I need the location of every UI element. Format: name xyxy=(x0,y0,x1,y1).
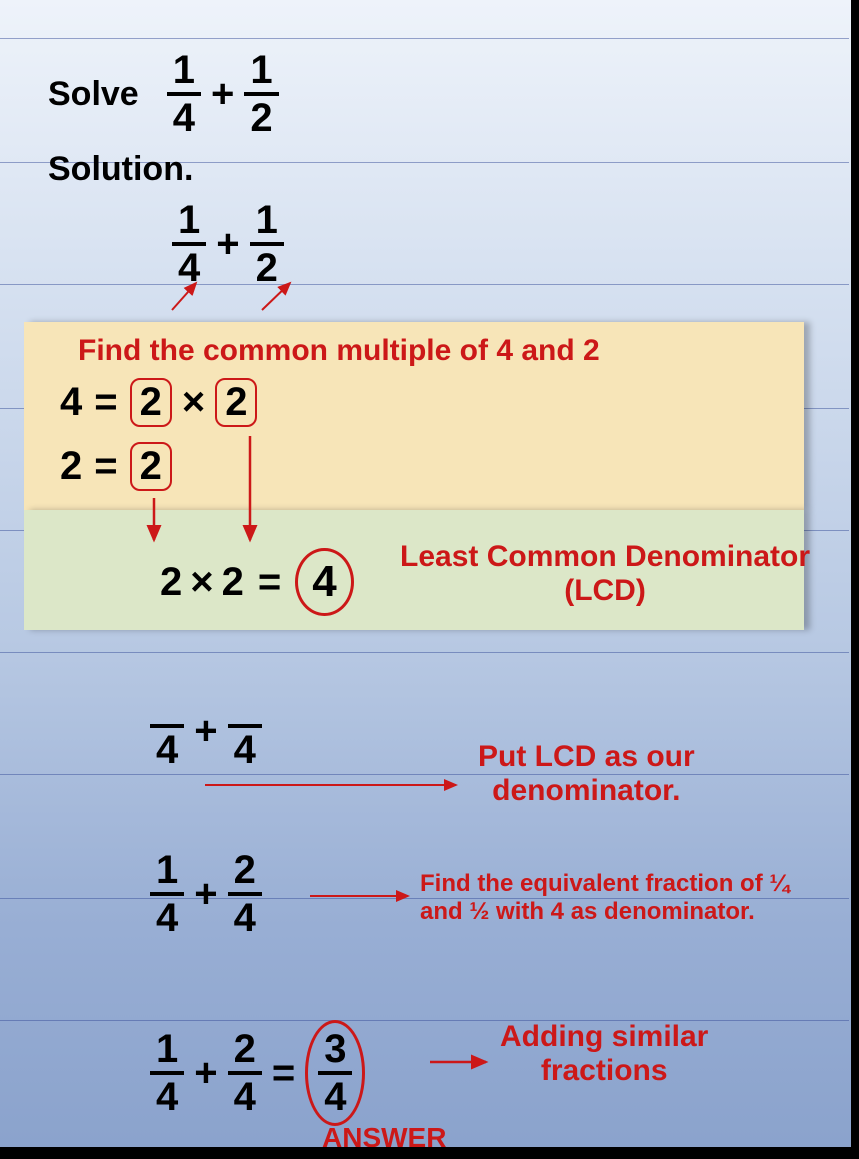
denominator: 4 xyxy=(228,728,262,770)
rule-line xyxy=(0,652,849,653)
fraction: 1 4 xyxy=(150,850,184,938)
boxed-factor: 2 xyxy=(130,442,172,491)
lcd-denominator-row: 4 + 4 xyxy=(150,700,262,770)
equals: = xyxy=(258,560,281,605)
denominator: 4 xyxy=(167,96,201,138)
numerator: 2 xyxy=(228,1029,262,1071)
times-sign: × xyxy=(182,380,205,425)
boxed-factor: 2 xyxy=(130,378,172,427)
note-line: fractions xyxy=(500,1054,708,1088)
equals: = xyxy=(94,444,117,489)
note-line: Put LCD as our xyxy=(478,740,695,774)
fraction-1-4: 1 4 xyxy=(167,50,201,138)
numerator xyxy=(239,700,251,724)
fraction-1-2: 1 2 xyxy=(244,50,278,138)
numerator: 1 xyxy=(150,850,184,892)
note-line: denominator. xyxy=(478,774,695,808)
lcd-expr-a: 2 xyxy=(160,560,182,605)
rule-line xyxy=(0,1020,849,1021)
numerator: 1 xyxy=(150,1029,184,1071)
numerator: 1 xyxy=(250,200,284,242)
denominator: 2 xyxy=(250,246,284,288)
denominator: 4 xyxy=(150,896,184,938)
note-line: Adding similar xyxy=(500,1020,708,1054)
equivalent-row: 1 4 + 2 4 xyxy=(150,850,262,938)
fraction: 1 4 xyxy=(150,1029,184,1117)
adding-note: Adding similar fractions xyxy=(500,1020,708,1088)
fraction-answer: 3 4 xyxy=(318,1029,352,1117)
factor-row-2: 2 = 2 xyxy=(60,442,172,491)
plus-sign: + xyxy=(194,1051,217,1096)
numerator: 1 xyxy=(167,50,201,92)
numerator: 3 xyxy=(318,1029,352,1071)
numerator: 1 xyxy=(244,50,278,92)
lhs: 2 xyxy=(60,444,82,489)
denominator: 4 xyxy=(172,246,206,288)
plus-sign: + xyxy=(216,222,239,267)
note-line: and ½ with 4 as denominator. xyxy=(420,898,789,926)
note-line: Find the equivalent fraction of ¼ xyxy=(420,870,789,898)
denominator: 4 xyxy=(150,1075,184,1117)
denominator: 4 xyxy=(150,728,184,770)
math-worksheet: Solve 1 4 + 1 2 Solution. 1 4 + 1 2 Find… xyxy=(0,0,859,1159)
lcd-value-circle: 4 xyxy=(295,548,353,616)
put-lcd-note: Put LCD as our denominator. xyxy=(478,740,695,808)
denominator: 4 xyxy=(228,896,262,938)
boxed-factor: 2 xyxy=(215,378,257,427)
lcd-label: Least Common Denominator (LCD) xyxy=(400,540,810,608)
plus-sign: + xyxy=(211,72,234,117)
fraction: 2 4 xyxy=(228,850,262,938)
fraction-blank-over-4: 4 xyxy=(150,700,184,770)
times-sign: × xyxy=(190,560,213,605)
rule-line xyxy=(0,284,849,285)
fraction: 1 2 xyxy=(250,200,284,288)
equals: = xyxy=(94,380,117,425)
addition-row: 1 4 + 2 4 = 3 4 xyxy=(150,1020,365,1126)
lcd-label-line2: (LCD) xyxy=(400,574,810,608)
denominator: 2 xyxy=(244,96,278,138)
fraction: 2 4 xyxy=(228,1029,262,1117)
lcd-label-line1: Least Common Denominator xyxy=(400,540,810,574)
factor-row-4: 4 = 2 × 2 xyxy=(60,378,257,427)
fraction-blank-over-4: 4 xyxy=(228,700,262,770)
denominator: 4 xyxy=(228,1075,262,1117)
denominator: 4 xyxy=(318,1075,352,1117)
problem-row: Solve 1 4 + 1 2 xyxy=(48,50,279,138)
numerator: 2 xyxy=(228,850,262,892)
page-edge-bottom xyxy=(0,1147,859,1159)
plus-sign: + xyxy=(194,709,217,754)
numerator: 1 xyxy=(172,200,206,242)
lhs: 4 xyxy=(60,380,82,425)
rule-line xyxy=(0,38,849,39)
plus-sign: + xyxy=(194,872,217,917)
fraction: 1 4 xyxy=(172,200,206,288)
numerator xyxy=(161,700,173,724)
lcd-expr-b: 2 xyxy=(222,560,244,605)
page-edge-right xyxy=(851,0,859,1159)
restate-row: 1 4 + 1 2 xyxy=(172,200,284,288)
equivalent-note: Find the equivalent fraction of ¼ and ½ … xyxy=(420,870,789,926)
lcm-heading: Find the common multiple of 4 and 2 xyxy=(78,334,600,368)
rule-line xyxy=(0,774,849,775)
solve-label: Solve xyxy=(48,75,139,114)
lcd-row: 2 × 2 = 4 xyxy=(160,548,354,616)
equals: = xyxy=(272,1051,295,1096)
solution-label: Solution. xyxy=(48,150,193,189)
answer-ellipse: 3 4 xyxy=(305,1020,365,1126)
